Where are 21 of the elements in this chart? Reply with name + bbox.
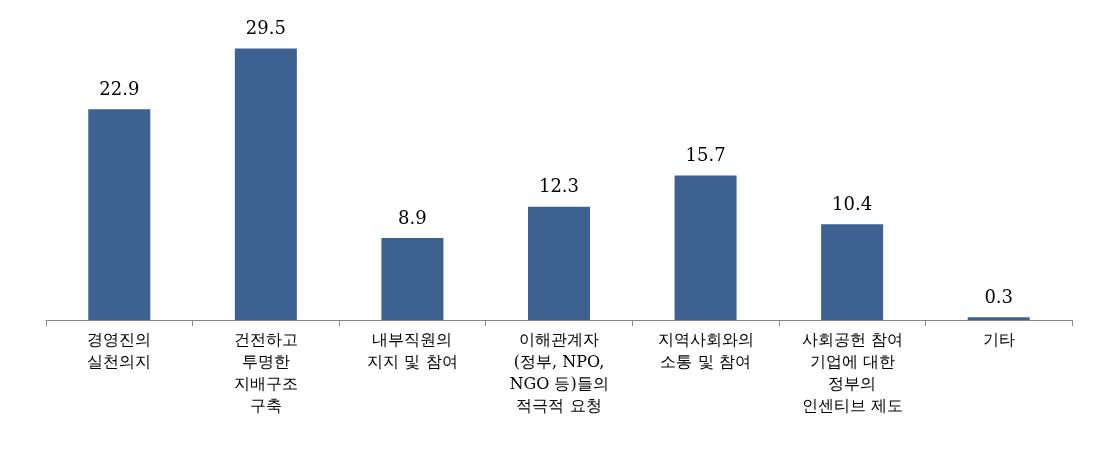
data-label: 22.9 (99, 77, 140, 99)
x-tick-label: 내부직원의 지지 및 참여 (367, 329, 458, 371)
bar (967, 317, 1030, 320)
x-tick-label: 경영진의 실천의지 (87, 329, 152, 371)
data-label: 8.9 (398, 206, 427, 228)
data-label: 15.7 (685, 144, 726, 166)
x-tick-label: 이해관계자 (정부, NPO, NGO 등)들의 적극적 요청 (509, 329, 609, 415)
bar (234, 48, 297, 320)
data-label: 29.5 (245, 17, 286, 39)
bar (821, 224, 884, 320)
x-tick-label: 기타 (982, 329, 1015, 349)
x-tick-label: 지역사회와의 소통 및 참여 (657, 329, 754, 371)
data-label: 0.3 (984, 285, 1014, 307)
bar (381, 238, 444, 320)
bar (528, 206, 590, 320)
bar (674, 175, 737, 320)
x-tick-label: 건전하고 투명한 지배구조 구축 (233, 329, 298, 415)
bar (88, 109, 151, 320)
data-label: 10.4 (832, 192, 873, 214)
x-tick-label: 사회공헌 참여 기업에 대한 정부의 인센티브 제도 (801, 329, 903, 415)
data-label: 12.3 (538, 175, 580, 197)
